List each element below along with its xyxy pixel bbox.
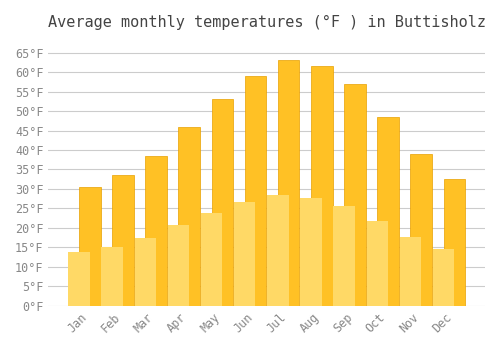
Bar: [311, 66, 332, 306]
Bar: [79, 187, 100, 306]
Bar: [244, 76, 266, 306]
Bar: [410, 154, 432, 306]
Bar: [267, 195, 288, 306]
Bar: [234, 202, 256, 306]
Bar: [134, 238, 156, 306]
Bar: [68, 252, 90, 306]
Bar: [201, 213, 222, 306]
Bar: [400, 237, 421, 306]
Bar: [168, 225, 189, 306]
Bar: [278, 61, 299, 306]
Bar: [444, 179, 465, 306]
Bar: [300, 198, 322, 306]
Bar: [178, 127, 200, 306]
Bar: [212, 99, 233, 306]
Bar: [102, 247, 123, 306]
Bar: [366, 221, 388, 306]
Title: Average monthly temperatures (°F ) in Buttisholz: Average monthly temperatures (°F ) in Bu…: [48, 15, 486, 30]
Bar: [146, 156, 167, 306]
Bar: [334, 206, 355, 306]
Bar: [344, 84, 366, 306]
Bar: [378, 117, 399, 306]
Bar: [433, 249, 454, 306]
Bar: [112, 175, 134, 306]
